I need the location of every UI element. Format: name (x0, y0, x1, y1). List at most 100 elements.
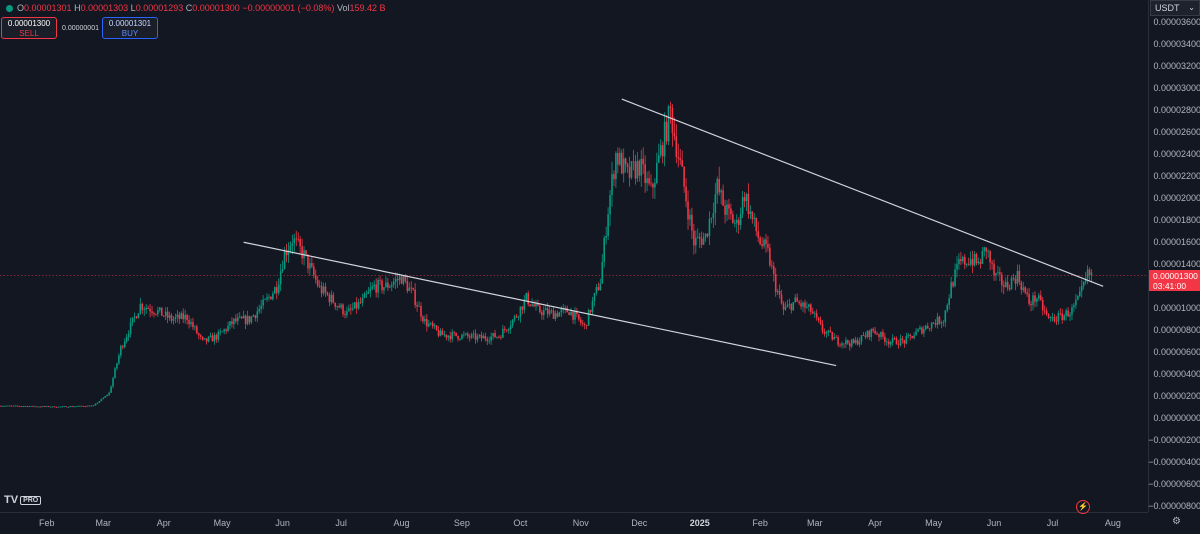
candle-body (693, 230, 695, 246)
candle-body (260, 305, 262, 309)
candle-body (515, 316, 518, 317)
candle-body (196, 326, 198, 334)
tradingview-logo[interactable]: TV PRO (4, 494, 42, 506)
candle-body (162, 315, 165, 317)
candle-body (77, 406, 79, 407)
candle-body (447, 335, 450, 338)
price-axis[interactable]: 0.00003600 0.00003400 0.00003200 0.00003000… (1148, 0, 1200, 512)
trendline-group[interactable] (243, 98, 1104, 367)
candle-body (829, 330, 832, 333)
y-tick-label: 0.00002400 (1153, 149, 1200, 160)
candle-body (704, 233, 707, 238)
candle-body (852, 339, 855, 343)
candle-body (1026, 292, 1028, 295)
candle-body (180, 313, 183, 319)
lightning-icon[interactable]: ⚡ (1076, 500, 1090, 514)
currency-selector[interactable]: USDT ⌄ (1150, 0, 1200, 16)
candle-body (802, 302, 804, 307)
candle-body (564, 307, 567, 309)
candle-body (794, 297, 797, 303)
candle-body (695, 237, 697, 246)
close-label: C (185, 3, 193, 13)
buy-button[interactable]: 0.00001301 BUY (102, 17, 158, 39)
candle-body (796, 297, 798, 302)
candle-body (1024, 287, 1027, 293)
candle-body (979, 261, 982, 264)
candle-body (211, 335, 214, 342)
candle-body (671, 107, 674, 134)
candle-body (71, 406, 73, 408)
candle-body (597, 287, 600, 291)
candle-body (30, 405, 32, 407)
candle-body (1071, 307, 1073, 315)
candle-body (199, 335, 202, 337)
candle-body (75, 406, 77, 408)
candle-body (889, 341, 892, 345)
candle-body (856, 339, 859, 345)
buy-label: BUY (121, 29, 139, 38)
candle-body (827, 330, 830, 333)
candle-body (118, 355, 120, 364)
price-chart[interactable] (0, 0, 1148, 512)
candle-body (712, 213, 715, 219)
candle-body (470, 334, 473, 338)
sell-label: SELL (19, 29, 39, 38)
y-tick-label: 0.00001400 (1153, 259, 1200, 270)
candle-body (201, 336, 204, 340)
candle-body (474, 333, 477, 340)
y-tick-label: 0.00000800 (1153, 325, 1200, 336)
candle-body (926, 325, 929, 329)
candle-body (1063, 315, 1065, 320)
candle-body (878, 334, 880, 337)
sell-button[interactable]: 0.00001300 SELL (1, 17, 57, 39)
x-tick-label: May (213, 518, 231, 528)
candle-body (860, 335, 863, 342)
candle-body (825, 332, 828, 334)
candle-body (221, 331, 223, 333)
candle-body (708, 218, 711, 237)
candle-body (683, 166, 685, 187)
candle-body (125, 336, 128, 342)
gear-icon[interactable]: ⚙ (1172, 516, 1181, 527)
candle-body (599, 283, 602, 291)
candle-body (667, 106, 670, 142)
candle-body (893, 337, 896, 339)
candle-body (379, 279, 381, 281)
candle-body (813, 313, 816, 314)
candle-body (778, 290, 781, 295)
candle-body (552, 310, 555, 319)
candle-body (396, 279, 399, 281)
time-axis[interactable]: Feb Mar Apr May Jun Jul Aug Sep Oct Nov Dec 2025 Feb… (0, 512, 1148, 534)
candle-body (168, 315, 171, 318)
candle-body (98, 401, 101, 403)
trendline[interactable] (621, 98, 1104, 287)
candle-body (917, 329, 919, 332)
candle-body (106, 394, 108, 397)
candle-body (833, 337, 836, 340)
candle-body (248, 315, 251, 323)
candle-body (934, 323, 937, 325)
candle-body (363, 293, 366, 299)
candle-body (1012, 277, 1015, 279)
candle-body (741, 197, 744, 215)
candle-body (739, 214, 742, 225)
x-tick-label: Apr (868, 518, 883, 528)
candle-body (724, 205, 726, 215)
candle-body (160, 307, 163, 316)
low-label: L (130, 3, 136, 13)
candle-body (698, 236, 701, 239)
trendline[interactable] (243, 241, 837, 367)
candle-body (634, 161, 637, 179)
candle-body (120, 346, 122, 356)
candle-body (572, 311, 574, 320)
candle-body (790, 303, 793, 311)
candle-body (299, 239, 301, 247)
candle-body (402, 275, 405, 284)
candle-body (149, 308, 151, 312)
candle-body (108, 392, 110, 395)
y-tick-label: 0.00002000 (1153, 193, 1200, 204)
candle-body (999, 272, 1001, 275)
candle-body (870, 328, 873, 338)
candle-body (806, 306, 808, 308)
candle-body (1040, 295, 1042, 300)
